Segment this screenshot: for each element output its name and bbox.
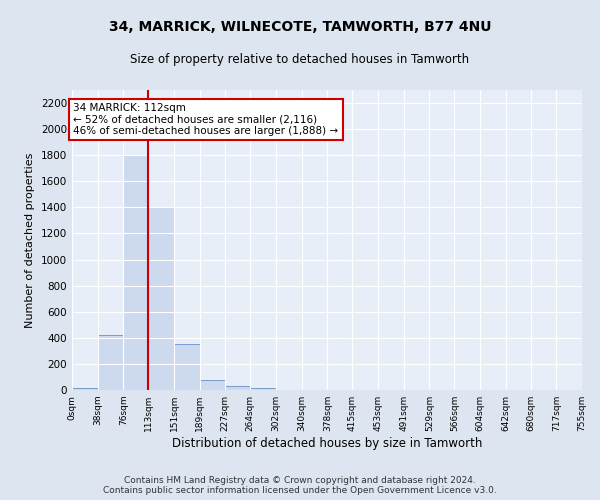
- Text: 34 MARRICK: 112sqm
← 52% of detached houses are smaller (2,116)
46% of semi-deta: 34 MARRICK: 112sqm ← 52% of detached hou…: [73, 103, 338, 136]
- Bar: [148, 208, 174, 390]
- X-axis label: Distribution of detached houses by size in Tamworth: Distribution of detached houses by size …: [172, 437, 482, 450]
- Bar: [98, 335, 124, 390]
- Bar: [124, 155, 148, 390]
- Y-axis label: Number of detached properties: Number of detached properties: [25, 152, 35, 328]
- Text: 34, MARRICK, WILNECOTE, TAMWORTH, B77 4NU: 34, MARRICK, WILNECOTE, TAMWORTH, B77 4N…: [109, 20, 491, 34]
- Bar: [72, 388, 98, 390]
- Bar: [250, 388, 276, 390]
- Bar: [174, 344, 200, 390]
- Bar: [200, 380, 226, 390]
- Text: Contains HM Land Registry data © Crown copyright and database right 2024.
Contai: Contains HM Land Registry data © Crown c…: [103, 476, 497, 495]
- Bar: [226, 386, 250, 390]
- Text: Size of property relative to detached houses in Tamworth: Size of property relative to detached ho…: [130, 52, 470, 66]
